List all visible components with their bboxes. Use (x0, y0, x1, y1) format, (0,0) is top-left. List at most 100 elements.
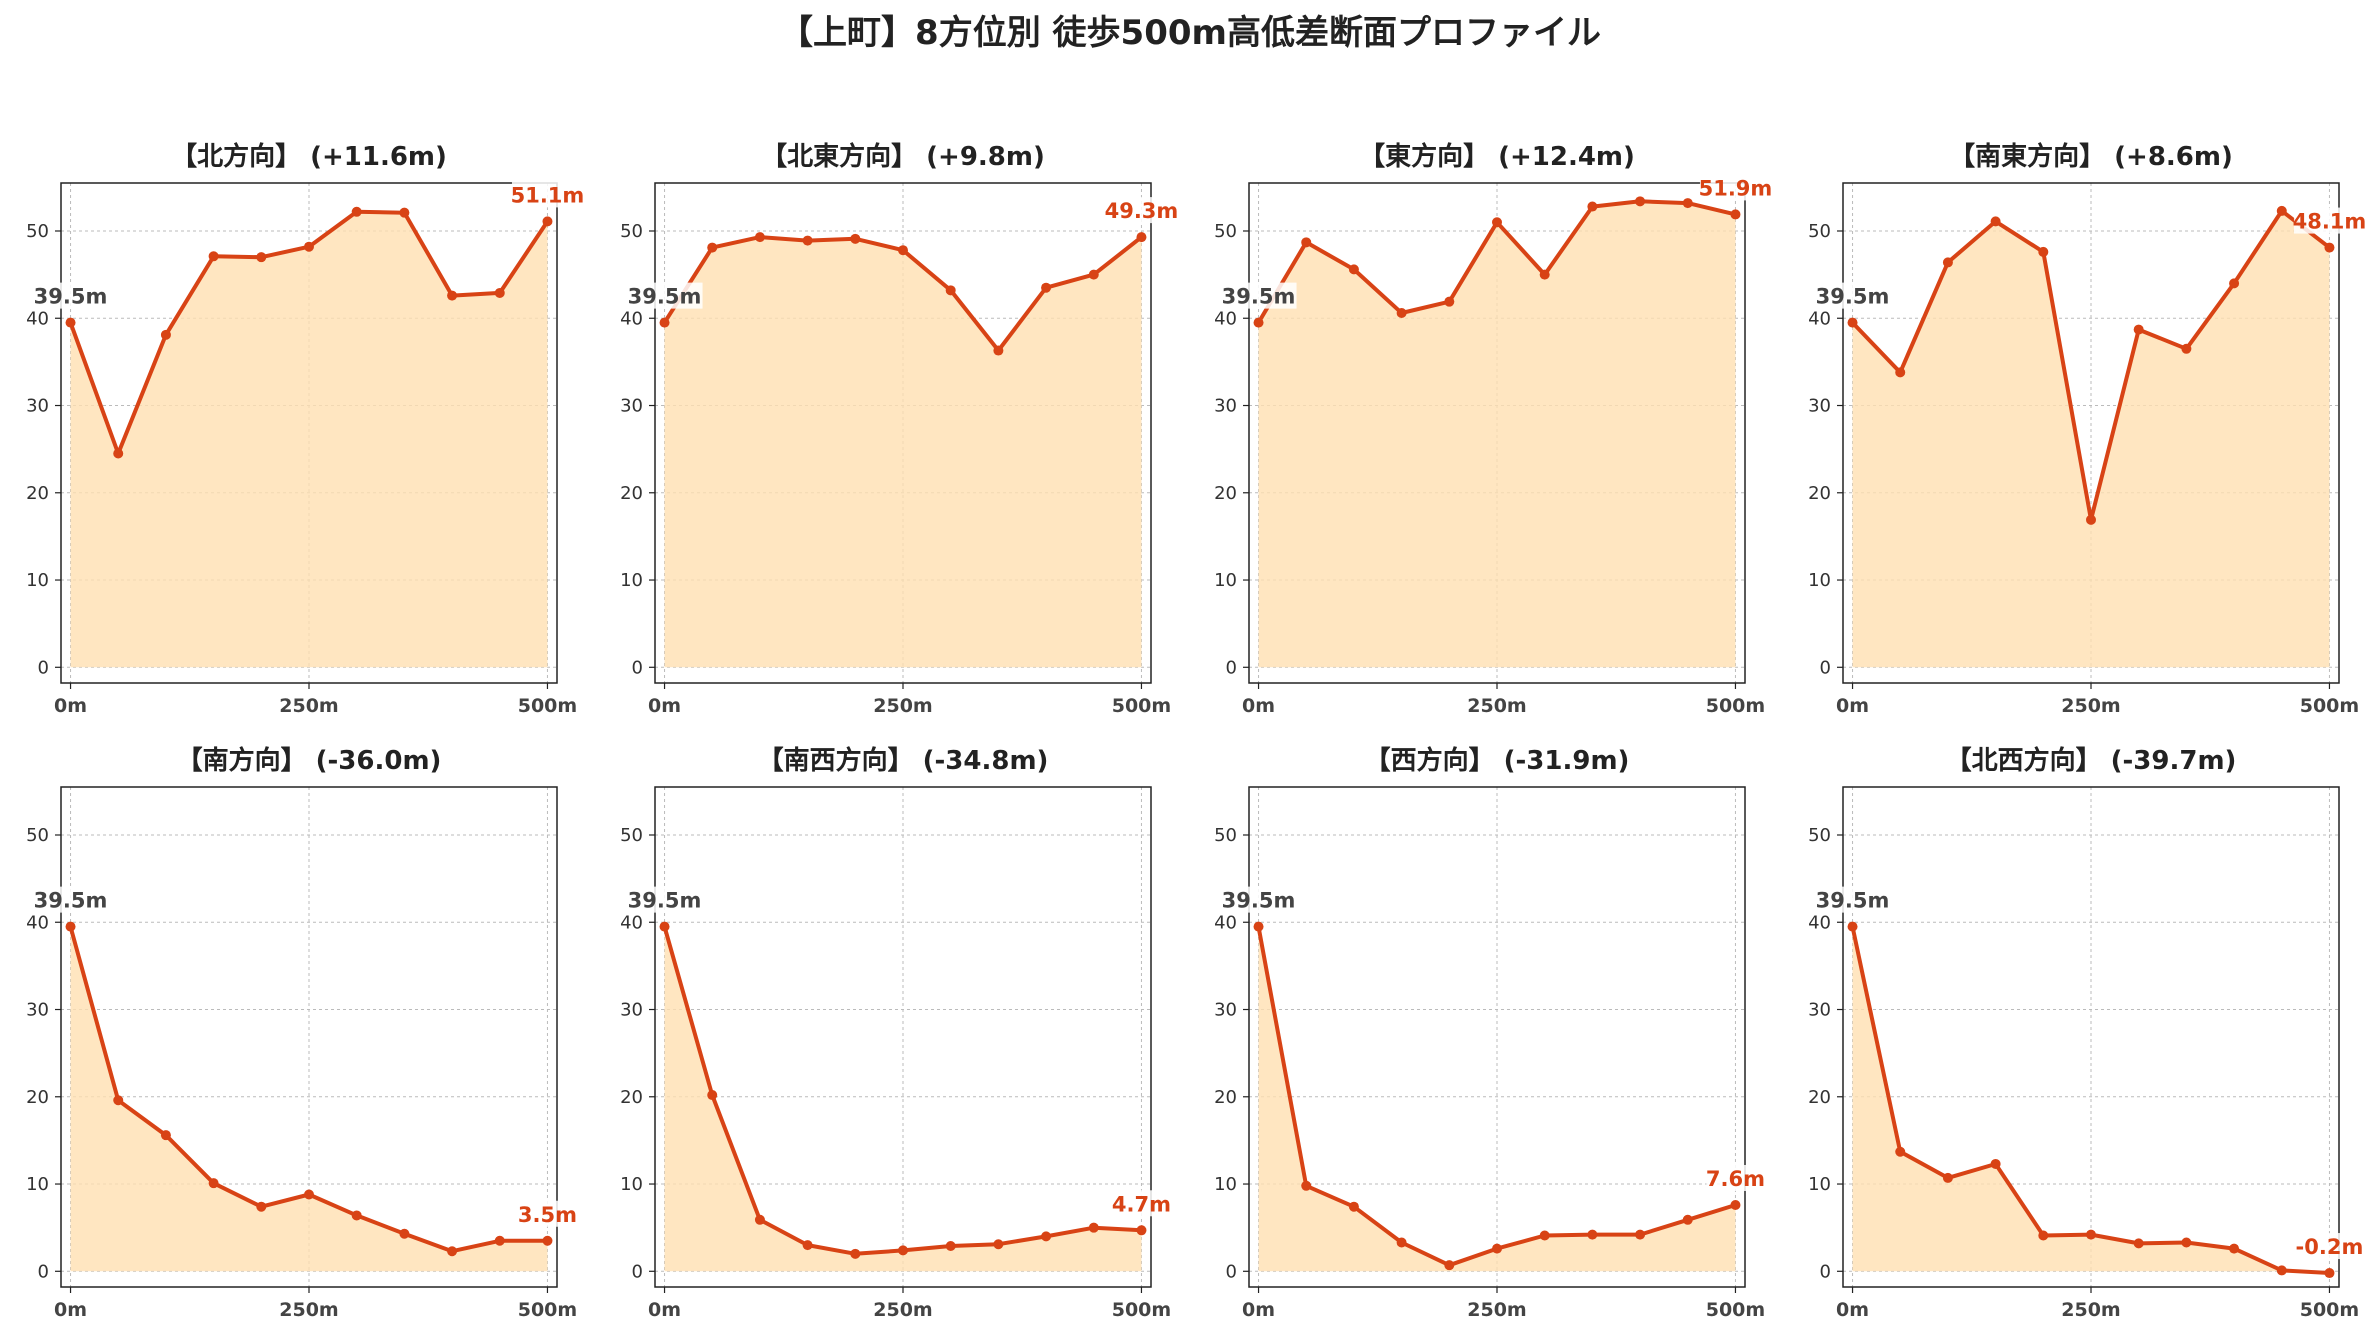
y-tick-label: 20 (1808, 483, 1831, 504)
data-point (1847, 921, 1858, 932)
data-point (754, 1214, 765, 1225)
y-tick-label: 30 (1214, 1000, 1237, 1021)
y-tick-label: 10 (1214, 570, 1237, 591)
data-point (1396, 1237, 1407, 1248)
panel-title: 【南東方向】 (+8.6m) (1949, 141, 2233, 172)
y-tick-label: 10 (26, 1174, 49, 1195)
data-point (1539, 1230, 1550, 1241)
data-point (2086, 514, 2096, 525)
data-point (1587, 1229, 1598, 1240)
end-label: 49.3m (1105, 199, 1179, 223)
panel-title: 【北東方向】 (+9.8m) (761, 141, 1045, 172)
start-label: 39.5m (1222, 285, 1296, 309)
end-label: 51.1m (511, 183, 585, 207)
x-tick-label: 500m (1112, 1299, 1171, 1321)
data-point (1301, 237, 1312, 248)
start-label: 39.5m (628, 889, 702, 913)
panel-title: 【東方向】 (+12.4m) (1359, 141, 1635, 172)
x-tick-label: 500m (518, 695, 577, 717)
x-tick-label: 0m (1242, 1299, 1275, 1321)
start-label-bg (626, 886, 703, 913)
data-point (945, 285, 956, 296)
x-tick-label: 250m (1467, 695, 1526, 717)
end-label-bg (1706, 1164, 1765, 1191)
data-point (1253, 317, 1264, 328)
end-label-bg (511, 181, 583, 208)
x-tick-label: 500m (2300, 695, 2359, 717)
data-point (2038, 246, 2049, 257)
y-tick-label: 20 (1214, 483, 1237, 504)
start-label: 39.5m (628, 285, 702, 309)
x-tick-label: 500m (1112, 695, 1171, 717)
end-label: 51.9m (1699, 176, 1773, 200)
data-point (898, 1245, 908, 1256)
x-tick-label: 0m (1242, 695, 1275, 717)
x-tick-label: 500m (1706, 695, 1765, 717)
data-point (2229, 1243, 2240, 1254)
data-point (494, 1235, 505, 1246)
end-label-bg (2293, 207, 2365, 234)
panel-title: 【西方向】 (-31.9m) (1365, 745, 1630, 776)
data-point (1635, 196, 1646, 207)
data-point (1730, 1199, 1741, 1210)
panel-title: 【南西方向】 (-34.8m) (758, 745, 1049, 776)
data-point (447, 1246, 458, 1257)
y-tick-label: 50 (1808, 825, 1831, 846)
data-point (993, 1239, 1004, 1250)
data-point (351, 206, 362, 217)
y-tick-label: 20 (620, 483, 643, 504)
y-tick-label: 30 (26, 396, 49, 417)
end-label-bg (1105, 197, 1177, 224)
data-point (2181, 1237, 2192, 1248)
data-point (1301, 1180, 1312, 1191)
y-tick-label: 10 (1808, 1174, 1831, 1195)
y-tick-label: 30 (620, 1000, 643, 1021)
data-point (65, 317, 76, 328)
data-point (160, 329, 171, 340)
y-tick-label: 40 (26, 912, 49, 933)
x-tick-label: 250m (873, 1299, 932, 1321)
end-label: 3.5m (518, 1203, 577, 1227)
panel-title: 【北西方向】 (-39.7m) (1946, 745, 2237, 776)
y-tick-label: 0 (1226, 1261, 1237, 1282)
start-label: 39.5m (34, 285, 108, 309)
area-fill (70, 926, 548, 1272)
start-label-bg (1814, 886, 1891, 913)
y-tick-label: 0 (38, 1261, 49, 1282)
start-label-bg (32, 886, 109, 913)
data-point (707, 242, 718, 253)
data-point (1444, 1260, 1455, 1271)
data-point (2133, 324, 2144, 335)
y-tick-label: 20 (620, 1087, 643, 1108)
y-tick-label: 10 (26, 570, 49, 591)
y-tick-label: 50 (26, 221, 49, 242)
y-tick-label: 10 (620, 1174, 643, 1195)
area-fill (664, 926, 1142, 1272)
x-tick-label: 0m (1836, 1299, 1869, 1321)
x-tick-label: 0m (648, 695, 681, 717)
start-label-bg (626, 282, 703, 309)
data-point (2324, 1268, 2335, 1279)
data-point (1136, 1225, 1147, 1236)
y-tick-label: 30 (620, 396, 643, 417)
data-point (1492, 1243, 1502, 1254)
data-point (2324, 242, 2335, 253)
data-point (1348, 264, 1359, 275)
y-tick-label: 50 (1808, 221, 1831, 242)
x-tick-label: 250m (873, 695, 932, 717)
x-tick-label: 0m (54, 1299, 87, 1321)
data-point (113, 1095, 124, 1106)
y-tick-label: 50 (1214, 825, 1237, 846)
area-fill (70, 211, 548, 668)
data-point (2276, 1265, 2287, 1276)
x-tick-label: 250m (2061, 695, 2120, 717)
data-point (2276, 205, 2287, 216)
data-point (2181, 343, 2192, 354)
data-point (1041, 282, 1052, 293)
data-point (447, 290, 458, 301)
y-tick-label: 0 (632, 657, 643, 678)
start-label-bg (1220, 282, 1297, 309)
